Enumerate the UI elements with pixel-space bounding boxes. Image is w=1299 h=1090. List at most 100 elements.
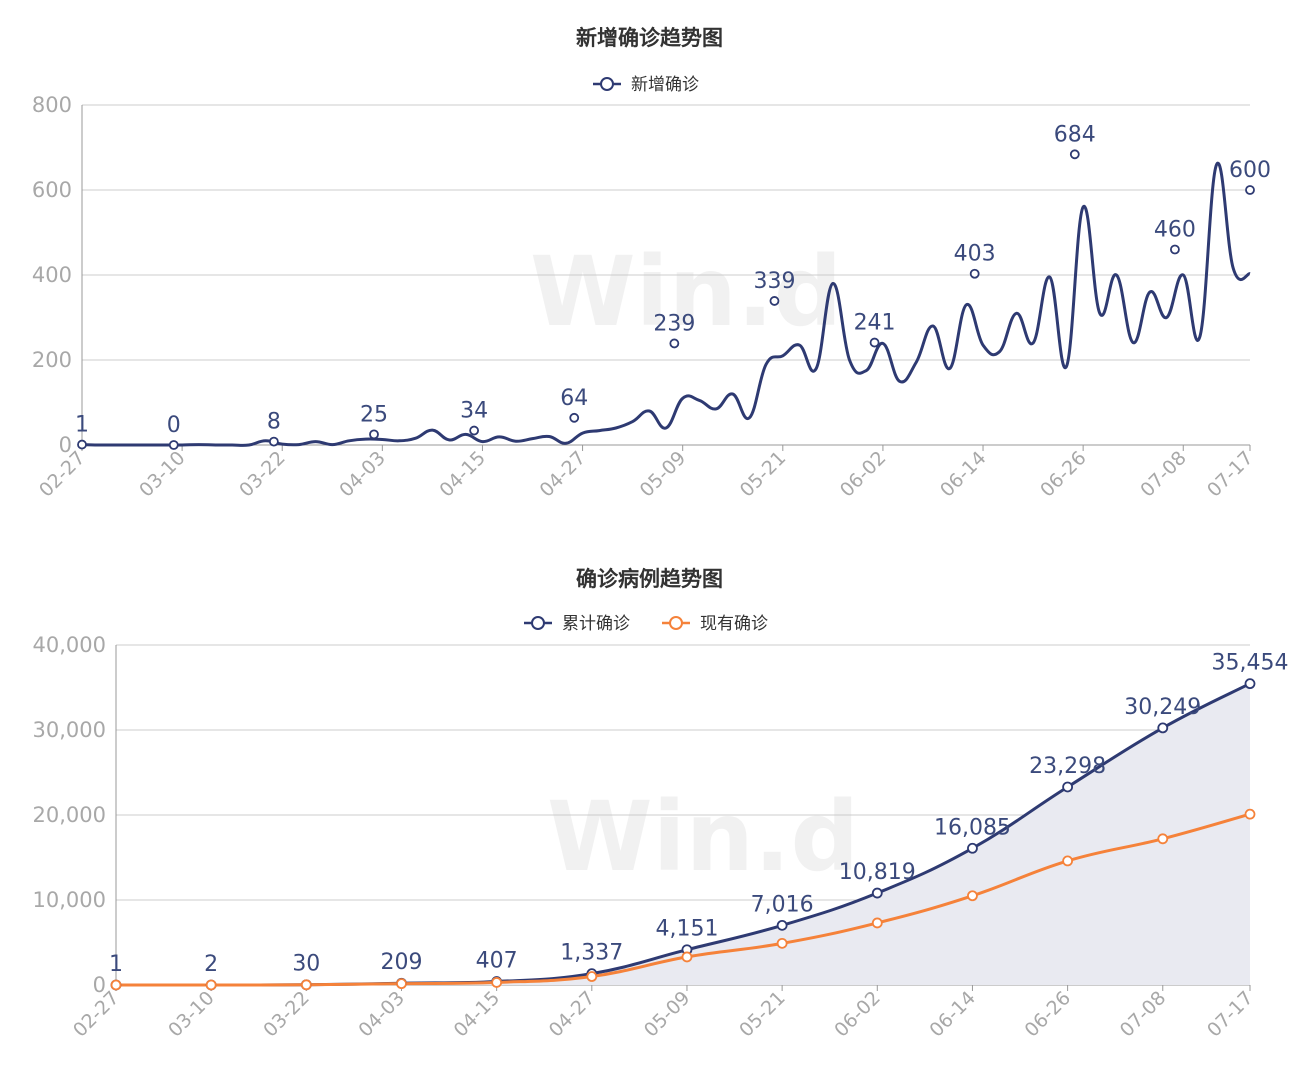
x-tick-label: 04-27 xyxy=(536,447,591,502)
data-label: 23,298 xyxy=(1029,754,1106,779)
data-point xyxy=(669,338,680,349)
y-tick-label: 600 xyxy=(32,178,72,202)
x-tick-label: 04-27 xyxy=(545,987,600,1042)
x-tick-label: 06-26 xyxy=(1021,987,1076,1042)
data-point xyxy=(491,977,503,988)
x-tick-label: 07-17 xyxy=(1203,447,1258,502)
data-label: 16,085 xyxy=(934,815,1011,840)
x-tick-label: 06-14 xyxy=(936,447,991,502)
data-point xyxy=(168,440,179,450)
data-point xyxy=(681,951,693,963)
data-label: 403 xyxy=(954,242,996,267)
x-tick-label: 03-10 xyxy=(164,987,219,1042)
data-point xyxy=(967,842,978,854)
data-point xyxy=(776,937,788,949)
data-label: 10,819 xyxy=(839,860,916,885)
y-tick-label: 10,000 xyxy=(33,888,106,912)
data-point xyxy=(869,337,880,348)
data-point xyxy=(967,890,978,902)
legend-marker xyxy=(669,616,683,630)
series-area xyxy=(116,683,1250,985)
y-tick-label: 400 xyxy=(32,263,72,287)
legend-label: 累计确诊 xyxy=(562,614,630,634)
chart-title: 新增确诊趋势图 xyxy=(576,26,723,50)
watermark-text: Win.d xyxy=(547,781,859,893)
data-point xyxy=(776,919,788,931)
legend-label: 新增确诊 xyxy=(631,75,699,95)
data-point xyxy=(1157,833,1169,845)
x-tick-label: 05-09 xyxy=(636,447,691,502)
y-tick-label: 200 xyxy=(32,348,72,372)
series-line xyxy=(81,161,1251,447)
data-label: 2 xyxy=(204,952,218,977)
data-label: 7,016 xyxy=(751,892,814,917)
data-point xyxy=(1069,149,1080,160)
data-label: 35,454 xyxy=(1212,651,1289,676)
data-point xyxy=(369,429,379,440)
legend-marker xyxy=(531,616,545,630)
legend-item: 新增确诊 xyxy=(593,75,699,95)
data-point xyxy=(1244,678,1256,690)
data-label: 1 xyxy=(109,952,123,977)
data-point xyxy=(586,971,598,982)
legend-item: 累计确诊 xyxy=(524,614,630,634)
daily-new-cases-chart: 新增确诊趋势图 Win.d 0 200 400 600 800 02-27 03-10 03-2… xyxy=(0,0,1299,540)
data-point xyxy=(871,917,883,929)
data-point xyxy=(469,425,480,436)
data-point xyxy=(77,439,87,450)
data-point xyxy=(1062,781,1074,793)
data-label: 30 xyxy=(292,952,320,977)
x-tick-label: 04-03 xyxy=(335,447,390,502)
legend-label: 现有确诊 xyxy=(700,614,768,634)
data-label: 34 xyxy=(460,399,488,424)
data-point xyxy=(569,412,580,423)
legend-item: 现有确诊 xyxy=(662,614,768,634)
data-point xyxy=(1245,185,1255,195)
data-point xyxy=(1157,722,1169,734)
data-point xyxy=(396,978,407,990)
x-tick-label: 05-21 xyxy=(736,447,791,502)
x-tick-label: 03-10 xyxy=(135,447,190,502)
y-tick-label: 0 xyxy=(93,973,106,997)
data-label: 25 xyxy=(360,402,388,427)
data-point xyxy=(1170,244,1180,255)
x-tick-label: 06-02 xyxy=(830,987,885,1042)
data-label: 64 xyxy=(560,386,588,411)
data-label: 684 xyxy=(1054,122,1096,147)
x-tick-label: 07-08 xyxy=(1116,987,1171,1042)
data-point xyxy=(969,268,980,279)
data-label: 30,249 xyxy=(1124,695,1201,720)
data-point xyxy=(1244,808,1256,820)
data-label: 0 xyxy=(167,413,181,438)
x-tick-label: 03-22 xyxy=(235,447,290,502)
x-tick-label: 05-21 xyxy=(735,987,790,1042)
x-tick-label: 06-14 xyxy=(925,987,980,1042)
data-label: 600 xyxy=(1229,158,1271,183)
data-point xyxy=(205,979,217,991)
x-tick-label: 04-15 xyxy=(450,987,505,1042)
chart-title: 确诊病例趋势图 xyxy=(576,567,723,591)
x-tick-label: 06-02 xyxy=(836,447,891,502)
x-tick-label: 06-26 xyxy=(1036,447,1091,502)
data-point xyxy=(268,436,279,447)
data-label: 241 xyxy=(854,311,896,336)
data-label: 1 xyxy=(75,413,89,438)
data-point xyxy=(110,979,122,991)
x-tick-label: 03-22 xyxy=(259,987,314,1042)
data-point xyxy=(1062,855,1074,867)
cumulative-cases-chart: 确诊病例趋势图 Win.d 0 10,000 20,000 30,000 40,000 02… xyxy=(0,545,1299,1090)
x-tick-label: 04-15 xyxy=(435,447,490,502)
legend-marker xyxy=(600,77,614,91)
data-label: 339 xyxy=(753,269,795,294)
x-tick-label: 07-17 xyxy=(1203,987,1258,1042)
watermark-text: Win.d xyxy=(530,236,842,348)
x-tick-label: 07-08 xyxy=(1136,447,1191,502)
data-label: 239 xyxy=(653,311,695,336)
y-tick-label: 30,000 xyxy=(33,718,106,742)
data-label: 407 xyxy=(476,949,518,974)
x-tick-label: 05-09 xyxy=(640,987,695,1042)
data-point xyxy=(871,887,883,899)
y-tick-label: 0 xyxy=(59,433,72,457)
data-point xyxy=(300,979,312,991)
